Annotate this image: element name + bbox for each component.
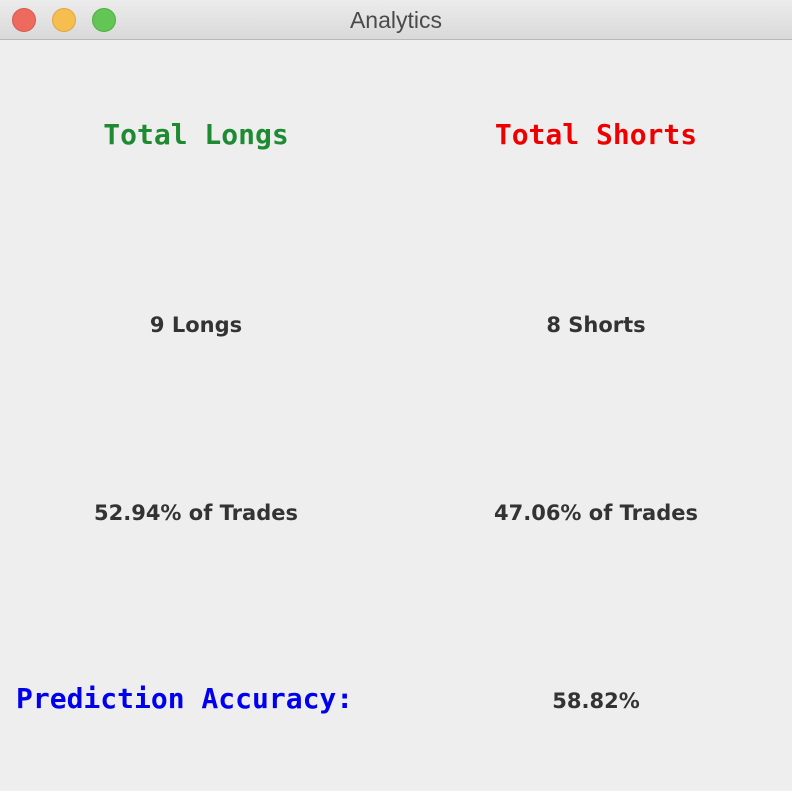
- shorts-count: 8 Shorts: [546, 313, 646, 337]
- longs-count: 9 Longs: [149, 313, 243, 337]
- close-window-button[interactable]: [12, 8, 36, 32]
- prediction-accuracy-label: Prediction Accuracy:: [16, 682, 354, 715]
- title-bar: Analytics: [0, 0, 792, 40]
- longs-percent: 52.94% of Trades: [94, 501, 298, 525]
- window-title: Analytics: [349, 7, 443, 33]
- minimize-window-button[interactable]: [52, 8, 76, 32]
- total-longs-heading: Total Longs: [103, 118, 289, 151]
- prediction-accuracy-value: 58.82%: [552, 689, 640, 713]
- shorts-percent: 47.06% of Trades: [494, 501, 698, 525]
- total-shorts-heading: Total Shorts: [494, 118, 698, 151]
- zoom-window-button[interactable]: [92, 8, 116, 32]
